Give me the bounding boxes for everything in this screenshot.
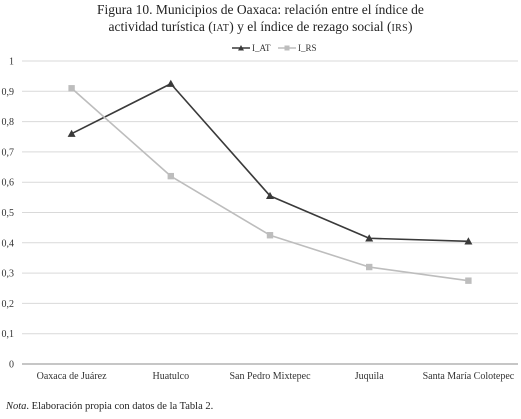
y-tick-label: 0,8 [2,117,15,128]
data-point-i-at [166,79,175,87]
title-abbr-irs: IRS [391,23,408,34]
y-tick-label: 0 [9,360,14,371]
series-line-i-rs [71,87,469,282]
data-point-i-at [67,129,76,137]
y-tick-label: 1 [9,57,14,68]
figure-note: Nota. Elaboración propia con datos de la… [6,401,213,412]
y-tick-label: 0,6 [2,178,15,189]
note-text: . Elaboración propia con datos de la Tab… [26,401,214,412]
chart-title-line-1: Figura 10. Municipios de Oaxaca: relació… [97,2,424,17]
title-text-c: ) [407,19,413,34]
y-tick-label: 0,3 [2,269,15,280]
data-point-i-rs [465,277,472,284]
gridlines [22,60,518,365]
data-point-i-rs [266,232,274,239]
x-axis-tick-labels: Oaxaca de Juárez Huatulco San Pedro Mixtep… [37,371,515,382]
x-tick-label: Oaxaca de Juárez [37,371,108,382]
data-point-i-rs [68,85,75,92]
data-point-i-at [266,191,274,200]
y-tick-label: 0,2 [2,299,15,310]
series-markers [67,79,473,284]
data-point-i-at [365,234,374,242]
y-axis-tick-labels: 0 0,1 0,2 0,3 0,4 0,5 0,6 0,7 0,8 0,9 1 [2,57,15,371]
legend-marker-triangle [238,45,244,51]
y-tick-label: 0,4 [2,238,15,249]
y-tick-label: 0,5 [2,208,15,219]
y-tick-label: 0,9 [2,87,15,98]
x-tick-label: Huatulco [152,371,189,382]
y-tick-label: 0,1 [2,329,15,340]
data-point-i-rs [167,172,174,180]
data-point-i-at [464,237,473,245]
legend-marker-square [284,45,290,51]
series-line-i-at [71,82,469,243]
legend-label: I_AT [252,43,271,53]
title-text-a: actividad turística ( [108,19,213,34]
chart-title-line-2: actividad turística (IAT) y el índice de… [0,19,521,35]
y-tick-label: 0,7 [2,147,15,158]
x-tick-label: Juquila [355,371,384,382]
x-tick-label: San Pedro Mixtepec [229,371,311,382]
data-point-i-rs [366,263,373,271]
legend-label: I_RS [298,43,317,53]
legend: I_AT I_RS [232,43,317,53]
title-abbr-iat: IAT [212,23,230,34]
x-tick-label: Santa María Colotepec [423,371,515,382]
note-label: Nota [6,401,27,412]
title-text-b: ) y el índice de rezago social ( [229,19,392,34]
